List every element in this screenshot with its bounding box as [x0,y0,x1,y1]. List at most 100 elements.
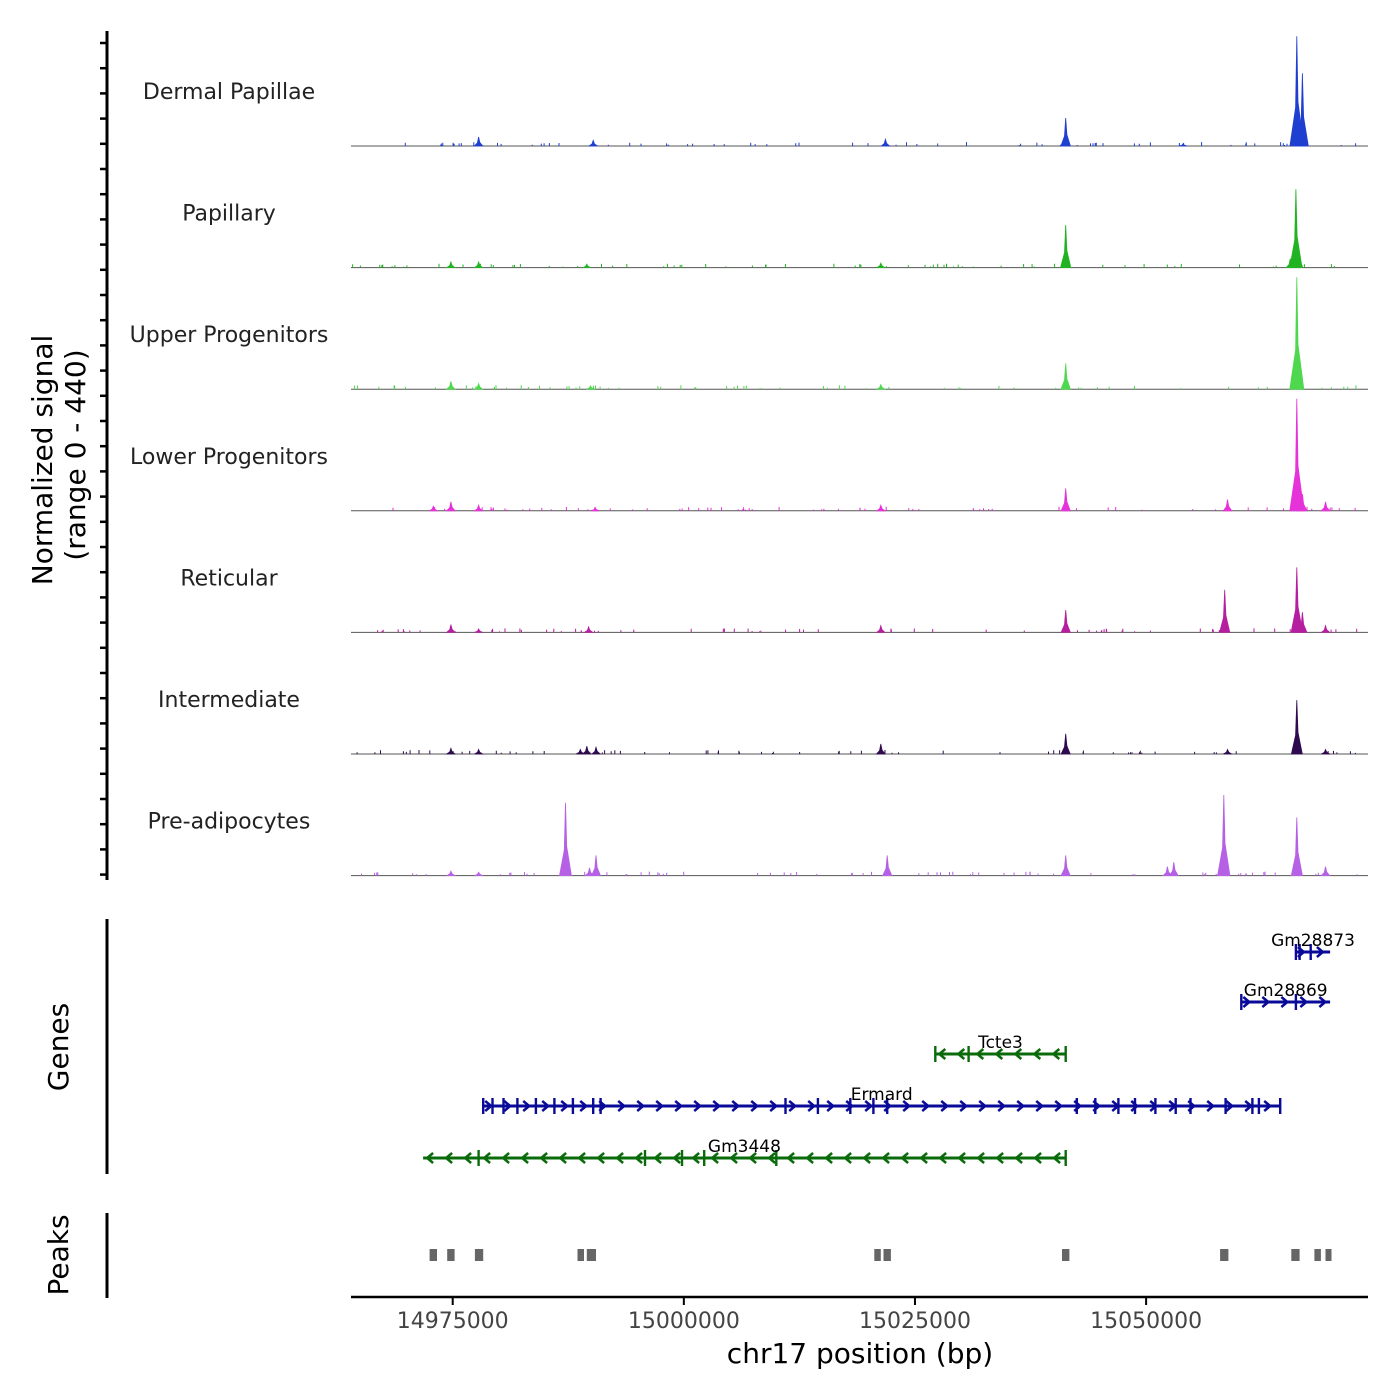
exon-mark [1251,1098,1254,1114]
exon-mark [1279,1098,1282,1114]
coverage-peak [1222,499,1233,512]
coverage-peak [1320,624,1331,633]
coverage-peak [880,137,891,147]
exon-mark [643,1150,647,1166]
strand-arrow [1206,1100,1216,1112]
exon-mark [553,1098,556,1114]
x-tick-label: 15050000 [1090,1309,1202,1334]
strand-arrow [558,1152,567,1164]
exon-mark [1064,1046,1067,1062]
coverage-noise [356,750,1356,754]
peak-region [1314,1249,1321,1261]
strand-arrow [634,1152,643,1164]
coverage-peak [584,867,595,876]
exon-mark [886,1098,889,1114]
coverage-peak [586,384,595,390]
strand-arrow [674,1100,684,1112]
strand-arrow [520,1152,529,1164]
coverage-peak [1295,73,1309,147]
strand-arrow [463,1152,472,1164]
strand-arrow [997,1100,1007,1112]
coverage-noise [361,871,1358,876]
strand-arrow [957,1152,966,1164]
exon-mark [1240,994,1243,1010]
coverage-peak [1060,733,1071,755]
exon-mark [1309,944,1312,960]
strand-arrow [729,1152,738,1164]
coverage-peak [445,260,457,268]
exon-mark [1154,1098,1157,1114]
peak-region [1220,1249,1229,1261]
strand-arrow [1054,1100,1064,1112]
strand-arrow [769,1100,779,1112]
exon-mark [849,1098,852,1114]
strand-arrow [826,1100,836,1112]
coverage-noise [377,628,1358,633]
exon-mark [1189,1098,1192,1114]
strand-arrow [712,1100,722,1112]
coverage-peak [875,503,887,512]
strand-arrow [750,1100,760,1112]
strand-arrow [976,1152,985,1164]
strand-arrow [748,1152,757,1164]
exon-mark [534,1098,538,1114]
exon-mark [816,1098,820,1114]
exon-mark [1294,944,1298,960]
coverage-peak [1285,258,1296,268]
strand-arrow [501,1152,510,1164]
exon-mark [872,1098,875,1114]
strand-arrow [767,1152,776,1164]
coverage-peak [1223,748,1234,755]
peak-region [447,1249,455,1261]
strand-arrow [1316,946,1325,958]
coverage-peak [882,855,893,876]
strand-arrow [919,1152,928,1164]
coverage-peak [875,624,886,633]
gene-label: Tcte3 [977,1033,1023,1053]
strand-arrow [959,1100,969,1112]
strand-arrow [425,1152,434,1164]
coverage-peak [1060,609,1071,633]
coverage-peak [1060,117,1071,147]
strand-arrow [1263,1100,1273,1112]
peak-region [577,1249,584,1261]
coverage-peak [445,624,457,633]
coverage-peak [1321,748,1332,755]
gene-model: Tcte3 [934,1033,1067,1062]
coverage-peak [1290,817,1303,876]
strand-arrow [788,1100,798,1112]
strand-arrow [541,1100,551,1112]
strand-arrow [1013,1048,1023,1060]
strand-arrow [995,1152,1004,1164]
strand-arrow [1318,996,1328,1008]
strand-arrow [731,1100,741,1112]
coverage-peak [1060,363,1071,390]
gene-model: Gm28873 [1271,931,1355,960]
strand-arrow [786,1152,795,1164]
coverage-peak [1289,398,1305,512]
coverage-y-label-line1: Normalized signal [26,335,59,586]
coverage-peak [1289,189,1303,268]
strand-arrow [843,1152,852,1164]
peak-region [429,1249,437,1261]
strand-arrow [1299,996,1309,1008]
coverage-peak [445,501,456,512]
strand-arrow [579,1100,589,1112]
exon-mark [477,1150,480,1166]
strand-arrow [1016,1100,1026,1112]
strand-arrow [881,1152,890,1164]
strand-arrow [1225,1100,1235,1112]
coverage-peak [583,625,595,633]
peak-region [1291,1249,1300,1261]
x-tick-label: 14975000 [397,1309,509,1334]
exon-mark [1094,1098,1097,1114]
coverage-peak [1289,277,1305,390]
coverage-peak [581,746,592,755]
strand-arrow [994,1048,1004,1060]
strand-arrow [710,1152,719,1164]
strand-arrow [691,1152,700,1164]
strand-arrow [1280,996,1290,1008]
strand-arrow [1035,1100,1045,1112]
exon-mark [1257,1098,1261,1114]
